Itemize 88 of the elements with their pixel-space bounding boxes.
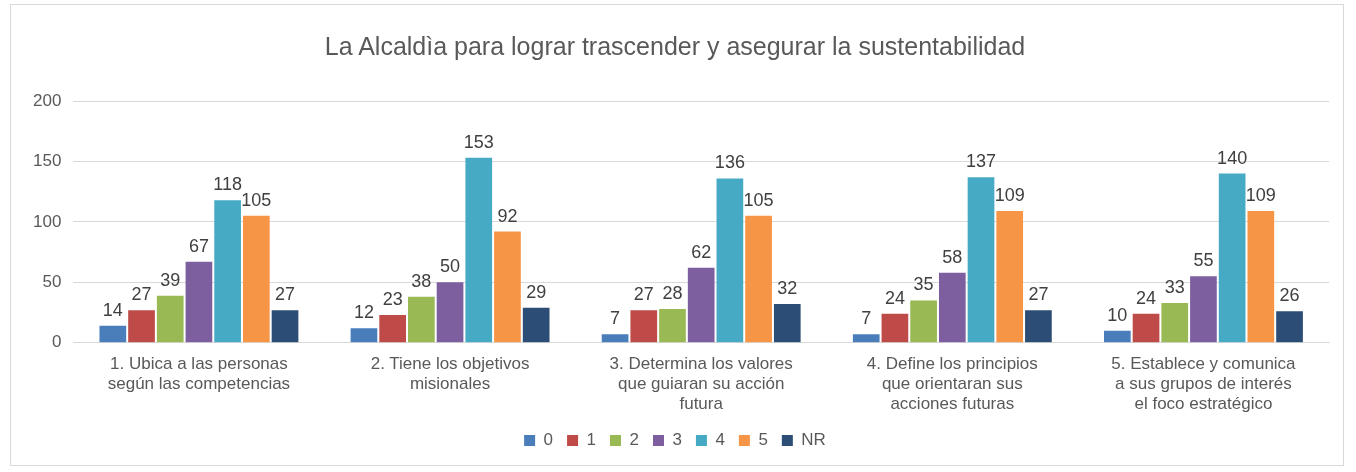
data-label: 28 [662, 282, 683, 303]
data-label: 109 [1245, 184, 1276, 205]
bar [522, 307, 550, 343]
data-label: 33 [1164, 276, 1185, 297]
bar [1161, 302, 1189, 343]
data-label: 109 [994, 184, 1025, 205]
bar [659, 308, 686, 343]
data-label: 32 [777, 278, 798, 299]
bar [214, 200, 241, 343]
data-label: 50 [440, 256, 461, 277]
bar [494, 231, 521, 343]
bar [1190, 276, 1217, 343]
legend-label: 5 [758, 430, 768, 450]
legend-label: 1 [586, 430, 597, 450]
bar [938, 272, 966, 343]
bar [1218, 173, 1246, 343]
legend-label: 4 [715, 430, 725, 450]
bar [967, 177, 995, 343]
data-label: 55 [1193, 250, 1214, 271]
bar [379, 314, 406, 343]
legend-label: 2 [629, 430, 639, 450]
data-label: 24 [1136, 287, 1157, 308]
data-label: 39 [160, 269, 181, 290]
data-label: 67 [188, 235, 209, 256]
y-tick-label: 0 [51, 332, 62, 352]
x-tick-label: 3. Determina los valores que guiaran su acción futura [609, 353, 793, 414]
y-tick-label: 150 [32, 151, 62, 171]
data-label: 23 [382, 288, 403, 309]
data-label: 14 [102, 299, 123, 320]
chart-title: La Alcaldìa para lograr trascender y asegurar la sustentabilidad [324, 31, 1026, 60]
bar [271, 310, 299, 343]
bar [996, 211, 1024, 343]
data-label: 105 [241, 189, 272, 210]
data-label: 27 [131, 284, 152, 305]
data-label: 27 [633, 284, 654, 305]
x-tick-label: 4. Define los principios que orientaran sus acciones futuras [866, 353, 1038, 414]
bar [1103, 330, 1131, 343]
bar [910, 300, 937, 343]
bar [465, 157, 493, 343]
data-label: 92 [497, 205, 518, 226]
bar [1247, 211, 1275, 343]
bar [128, 310, 155, 343]
bar [881, 313, 909, 343]
legend-label: 3 [672, 430, 682, 450]
data-label: 105 [743, 189, 774, 210]
x-tick-label: 5. Establece y comunica a sus grupos de interés el foco estratégico [1111, 353, 1297, 414]
bar [716, 178, 744, 343]
data-label: 12 [353, 302, 374, 323]
legend-label: 0 [543, 430, 554, 450]
data-label: 26 [1279, 285, 1300, 306]
bar [1132, 313, 1160, 343]
bar [852, 334, 880, 343]
x-tick-label: 1. Ubica a las personas según las competencias [107, 353, 291, 394]
data-label: 35 [913, 274, 934, 295]
data-label: 58 [942, 246, 963, 267]
data-label: 7 [861, 308, 872, 329]
y-tick-label: 100 [32, 211, 62, 231]
data-label: 24 [884, 287, 905, 308]
bar [156, 295, 184, 343]
y-tick-label: 50 [42, 272, 62, 292]
data-label: 7 [610, 308, 621, 329]
bar [408, 296, 435, 343]
bar [773, 304, 801, 343]
data-label: 27 [275, 284, 296, 305]
data-label: 29 [526, 281, 547, 302]
x-tick-label: 2. Tiene los objetivos misionales [370, 353, 530, 394]
data-label: 118 [213, 174, 242, 195]
data-label: 136 [714, 152, 745, 173]
bar [1276, 311, 1303, 343]
data-label: 140 [1217, 147, 1248, 168]
bar [1025, 310, 1052, 343]
data-label: 27 [1028, 284, 1049, 305]
bar [687, 267, 715, 343]
legend-label: NR [801, 430, 826, 450]
bar [436, 282, 464, 343]
bar [99, 325, 127, 343]
y-tick-label: 200 [32, 90, 62, 110]
bar [242, 215, 270, 343]
data-label: 153 [463, 131, 494, 152]
data-label: 10 [1107, 304, 1128, 325]
bar [601, 334, 629, 343]
bar [745, 215, 772, 343]
bar [350, 328, 378, 343]
bar [185, 261, 213, 343]
data-label: 38 [411, 270, 432, 291]
data-label: 137 [965, 151, 997, 172]
bar [630, 310, 658, 343]
data-label: 62 [691, 241, 712, 262]
